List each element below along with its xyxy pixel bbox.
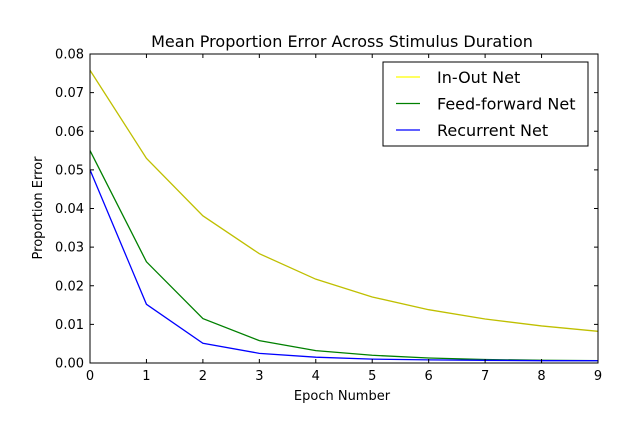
- y-tick-label: 0.07: [55, 86, 84, 101]
- y-tick-label: 0.04: [55, 202, 84, 217]
- x-tick-label: 9: [594, 369, 602, 384]
- series-line-0: [89, 69, 599, 332]
- x-tick-label: 2: [199, 369, 207, 384]
- x-tick-label: 7: [481, 369, 489, 384]
- y-axis-ticks: 0.00 0.01 0.02 0.03 0.04 0.05 0.06 0.07 0.08: [55, 48, 598, 372]
- y-tick-label: 0.06: [55, 125, 84, 140]
- x-tick-label: 8: [537, 369, 545, 384]
- x-tick-label: 0: [86, 369, 94, 384]
- x-tick-label: 4: [312, 369, 320, 384]
- y-tick-label: 0.08: [55, 48, 84, 63]
- series-lines: [89, 69, 599, 362]
- x-axis-label: Epoch Number: [294, 389, 391, 404]
- series-line-2: [89, 169, 598, 362]
- x-tick-label: 5: [368, 369, 376, 384]
- series-line-1: [89, 150, 599, 362]
- y-axis-label: Proportion Error: [31, 156, 46, 260]
- legend-label-0: In-Out Net: [437, 68, 520, 87]
- chart-title: Mean Proportion Error Across Stimulus Du…: [151, 32, 533, 51]
- x-axis-ticks: 0 1 2 3 4 5 6 7 8 9: [86, 54, 602, 384]
- x-tick-label: 1: [142, 369, 150, 384]
- y-tick-label: 0.02: [55, 279, 84, 294]
- y-tick-label: 0.05: [55, 163, 84, 178]
- y-tick-label: 0.00: [55, 357, 84, 372]
- y-tick-label: 0.03: [55, 241, 84, 256]
- y-tick-label: 0.01: [55, 318, 84, 333]
- legend-label-1: Feed-forward Net: [437, 95, 575, 114]
- x-tick-label: 6: [425, 369, 433, 384]
- legend-label-2: Recurrent Net: [437, 121, 548, 140]
- x-tick-label: 3: [255, 369, 263, 384]
- legend: In-Out Net Feed-forward Net Recurrent Net: [382, 61, 589, 147]
